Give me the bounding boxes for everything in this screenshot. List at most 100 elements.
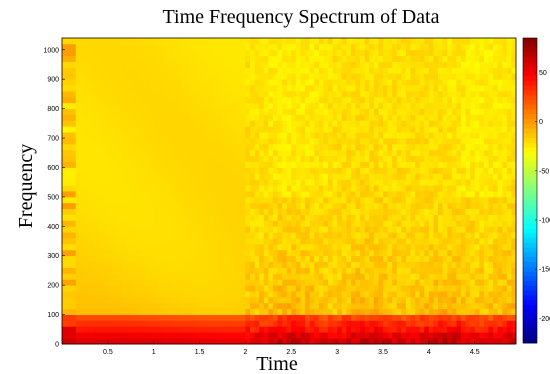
- heatmap-cell: [98, 208, 104, 215]
- heatmap-cell: [318, 67, 324, 74]
- heatmap-cell: [263, 102, 269, 110]
- heatmap-cell: [295, 49, 301, 57]
- heatmap-cell: [355, 43, 361, 51]
- heatmap-cell: [272, 155, 278, 162]
- heatmap-cell: [259, 143, 265, 151]
- heatmap-cell: [433, 285, 439, 292]
- heatmap-cell: [103, 232, 109, 239]
- heatmap-cell: [428, 308, 434, 315]
- heatmap-cell: [158, 173, 164, 180]
- heatmap-cell: [300, 43, 306, 51]
- heatmap-cell: [295, 296, 301, 304]
- heatmap-cell: [332, 320, 338, 327]
- heatmap-cell: [263, 108, 269, 115]
- heatmap-cell: [208, 226, 214, 233]
- heatmap-cell: [153, 273, 159, 280]
- heatmap-cell: [153, 232, 159, 239]
- heatmap-cell: [94, 85, 100, 92]
- heatmap-cell: [442, 326, 448, 333]
- heatmap-cell: [305, 185, 311, 192]
- heatmap-cell: [318, 155, 324, 162]
- heatmap-cell: [112, 214, 118, 221]
- heatmap-cell: [396, 226, 402, 233]
- heatmap-cell: [369, 132, 375, 139]
- heatmap-cell: [103, 243, 109, 251]
- heatmap-cell: [172, 179, 178, 186]
- heatmap-cell: [130, 120, 136, 127]
- heatmap-cell: [272, 61, 278, 68]
- heatmap-cell: [305, 261, 311, 268]
- heatmap-cell: [323, 296, 329, 304]
- heatmap-cell: [364, 255, 370, 263]
- heatmap-cell: [470, 226, 476, 233]
- heatmap-cell: [263, 179, 269, 186]
- heatmap-cell: [369, 243, 375, 251]
- heatmap-cell: [456, 191, 462, 198]
- heatmap-cell: [259, 102, 265, 110]
- heatmap-cell: [483, 267, 489, 274]
- heatmap-cell: [295, 161, 301, 168]
- heatmap-cell: [250, 226, 256, 233]
- heatmap-cell: [373, 249, 379, 257]
- heatmap-cell: [153, 249, 159, 257]
- heatmap-cell: [318, 102, 324, 110]
- heatmap-cell: [158, 314, 164, 321]
- heatmap-cell: [405, 55, 411, 62]
- heatmap-cell: [387, 279, 393, 286]
- heatmap-cell: [240, 161, 246, 168]
- heatmap-cell: [378, 138, 384, 145]
- heatmap-cell: [103, 326, 109, 333]
- heatmap-cell: [369, 79, 375, 86]
- heatmap-cell: [231, 261, 237, 268]
- heatmap-cell: [405, 38, 411, 45]
- heatmap-cell: [350, 55, 356, 62]
- heatmap-cell: [493, 90, 499, 98]
- heatmap-cell: [259, 85, 265, 92]
- heatmap-cell: [286, 302, 292, 310]
- heatmap-cell: [185, 302, 191, 310]
- heatmap-cell: [272, 114, 278, 121]
- heatmap-cell: [66, 96, 72, 104]
- heatmap-cell: [364, 214, 370, 221]
- heatmap-cell: [75, 49, 81, 57]
- heatmap-cell: [323, 132, 329, 139]
- heatmap-cell: [483, 196, 489, 204]
- heatmap-cell: [172, 202, 178, 210]
- heatmap-cell: [130, 308, 136, 315]
- heatmap-cell: [176, 73, 182, 80]
- heatmap-cell: [465, 90, 471, 98]
- heatmap-cell: [268, 67, 274, 74]
- heatmap-cell: [286, 338, 292, 345]
- heatmap-cell: [194, 120, 200, 127]
- heatmap-cell: [460, 296, 466, 304]
- heatmap-cell: [433, 96, 439, 104]
- heatmap-cell: [460, 196, 466, 204]
- heatmap-cell: [438, 308, 444, 315]
- heatmap-cell: [438, 126, 444, 133]
- heatmap-cell: [470, 191, 476, 198]
- heatmap-cell: [460, 96, 466, 104]
- heatmap-cell: [117, 173, 123, 180]
- heatmap-cell: [94, 114, 100, 121]
- heatmap-cell: [300, 208, 306, 215]
- heatmap-cell: [217, 249, 223, 257]
- heatmap-cell: [341, 96, 347, 104]
- heatmap-cell: [227, 279, 233, 286]
- heatmap-cell: [470, 208, 476, 215]
- heatmap-cell: [483, 67, 489, 74]
- heatmap-cell: [460, 143, 466, 151]
- heatmap-cell: [98, 138, 104, 145]
- heatmap-cell: [208, 138, 214, 145]
- heatmap-cell: [291, 185, 297, 192]
- heatmap-cell: [199, 208, 205, 215]
- heatmap-cell: [433, 173, 439, 180]
- heatmap-cell: [185, 43, 191, 51]
- heatmap-cell: [250, 320, 256, 327]
- heatmap-cell: [75, 279, 81, 286]
- heatmap-cell: [227, 308, 233, 315]
- heatmap-cell: [318, 238, 324, 245]
- heatmap-cell: [89, 149, 95, 157]
- heatmap-cell: [268, 326, 274, 333]
- heatmap-cell: [360, 326, 366, 333]
- heatmap-cell: [415, 332, 421, 339]
